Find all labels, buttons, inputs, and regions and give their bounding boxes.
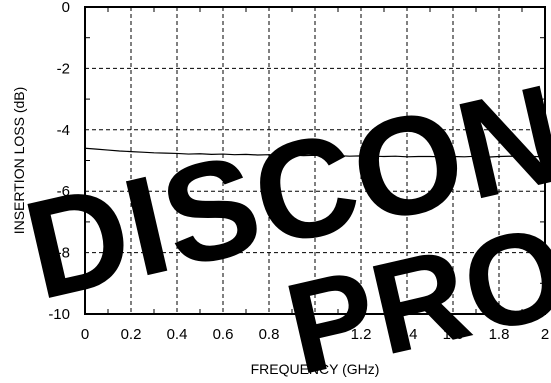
x-axis-tick-labels: 0 0.2 0.4 0.6 0.8 1 1.2 1.4 1.6 1.8 2 bbox=[81, 326, 549, 343]
x-axis-title: FREQUENCY (GHz) bbox=[251, 361, 380, 377]
insertion-loss-series-line bbox=[84, 147, 546, 158]
y-tick-label: -10 bbox=[48, 306, 70, 323]
x-tick-label: 1 bbox=[311, 326, 319, 343]
watermark: DISCON PRO bbox=[11, 54, 551, 383]
grid-lines bbox=[85, 7, 545, 314]
y-tick-label: -6 bbox=[57, 183, 70, 200]
x-tick-label: 2 bbox=[541, 326, 549, 343]
y-axis-tick-labels: 0 -2 -4 -6 -8 -10 bbox=[48, 0, 70, 323]
x-tick-label: 0.4 bbox=[167, 326, 188, 343]
plot-area-frame bbox=[84, 6, 546, 315]
x-tick-label: 1.4 bbox=[397, 326, 418, 343]
y-tick-label: -2 bbox=[57, 60, 70, 77]
x-tick-label: 0 bbox=[81, 326, 89, 343]
y-tick-label: -8 bbox=[57, 245, 70, 262]
x-tick-label: 1.2 bbox=[351, 326, 372, 343]
x-tick-label: 0.6 bbox=[213, 326, 234, 343]
x-tick-label: 1.8 bbox=[489, 326, 510, 343]
x-tick-label: 0.8 bbox=[259, 326, 280, 343]
y-tick-label: 0 bbox=[62, 0, 70, 16]
y-axis-title: INSERTION LOSS (dB) bbox=[11, 87, 27, 235]
y-tick-label: -4 bbox=[57, 122, 70, 139]
x-tick-label: 0.2 bbox=[121, 326, 142, 343]
x-tick-label: 1.6 bbox=[443, 326, 464, 343]
